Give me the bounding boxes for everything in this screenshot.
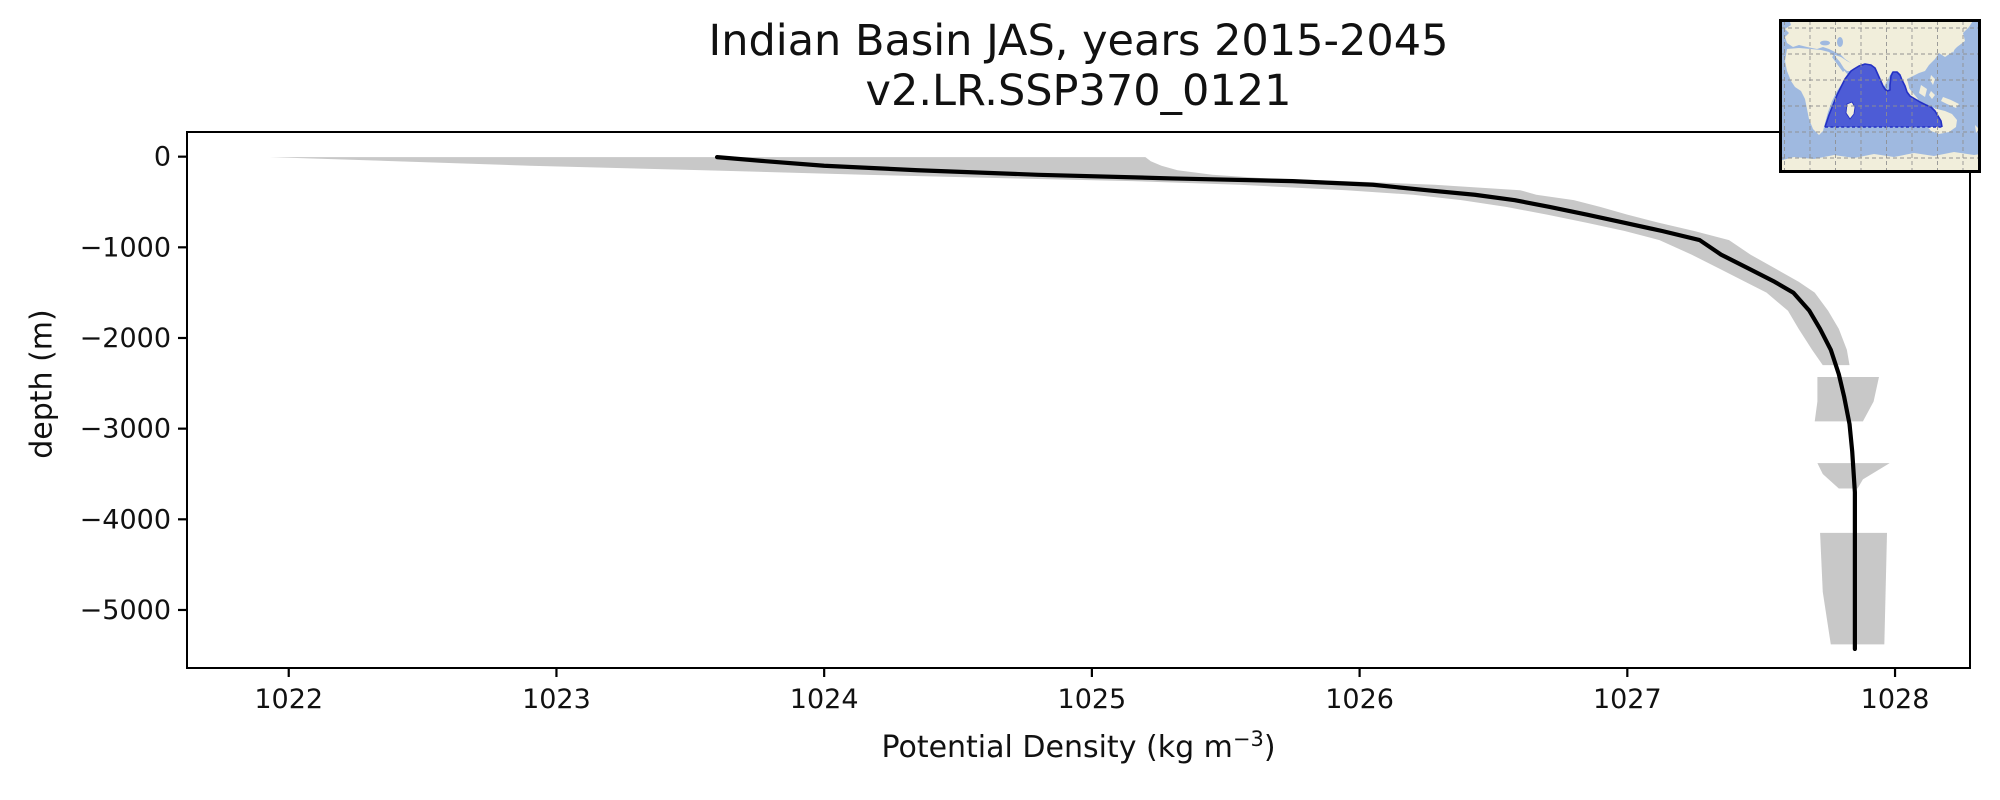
x-tick-label: 1027 (1593, 684, 1662, 715)
uncertainty-band (269, 157, 1850, 366)
x-tick-label: 1022 (254, 684, 323, 715)
x-tick-label: 1024 (790, 684, 859, 715)
map-land-africa (1785, 48, 1848, 135)
y-tick-label: −5000 (80, 595, 171, 626)
y-tick-label: −3000 (80, 414, 171, 445)
region-inset-map (1779, 19, 1981, 173)
y-tick-label: −4000 (80, 504, 171, 535)
map-gridlines (1781, 21, 1979, 171)
map-caspian-sea (1837, 37, 1843, 47)
map-land-arabia (1835, 55, 1857, 71)
y-tick-label: 0 (154, 142, 171, 173)
map-land-antarctica (1779, 152, 1981, 173)
x-axis-label-exponent: −3 (1232, 727, 1264, 751)
map-land-eurasia (1785, 19, 1974, 95)
inset-map-svg (1779, 19, 1981, 173)
map-land-philippines (1930, 75, 1935, 85)
mean-profile-line (714, 155, 1857, 652)
map-land-new-zealand (1975, 125, 1979, 133)
map-land-japan (1950, 35, 1960, 53)
chart-subtitle: v2.LR.SSP370_0121 (865, 66, 1292, 116)
map-black-sea (1820, 40, 1830, 46)
inset-map-border (1779, 19, 1981, 173)
y-axis-label: depth (m) (24, 309, 60, 459)
x-tick-label: 1023 (522, 684, 591, 715)
deep-uncertainty-patch (1814, 376, 1879, 422)
x-tick-label: 1026 (1325, 684, 1394, 715)
x-tick-label: 1028 (1861, 684, 1930, 715)
chart-title: Indian Basin JAS, years 2015-2045 (708, 16, 1449, 66)
y-tick-label: −1000 (80, 232, 171, 263)
indian-basin-outline (1824, 63, 1943, 128)
x-axis-label-close: ) (1263, 730, 1276, 765)
axes-frame (186, 131, 1971, 669)
map-land-sulawesi (1929, 91, 1935, 99)
x-tick-label: 1025 (1058, 684, 1127, 715)
map-land-borneo (1919, 85, 1927, 97)
x-axis-label: Potential Density (kg m−3) (187, 727, 1970, 765)
map-land-new-guinea (1941, 97, 1959, 108)
x-axis-label-main: Potential Density (kg m (881, 730, 1233, 765)
y-tick-label: −2000 (80, 323, 171, 354)
